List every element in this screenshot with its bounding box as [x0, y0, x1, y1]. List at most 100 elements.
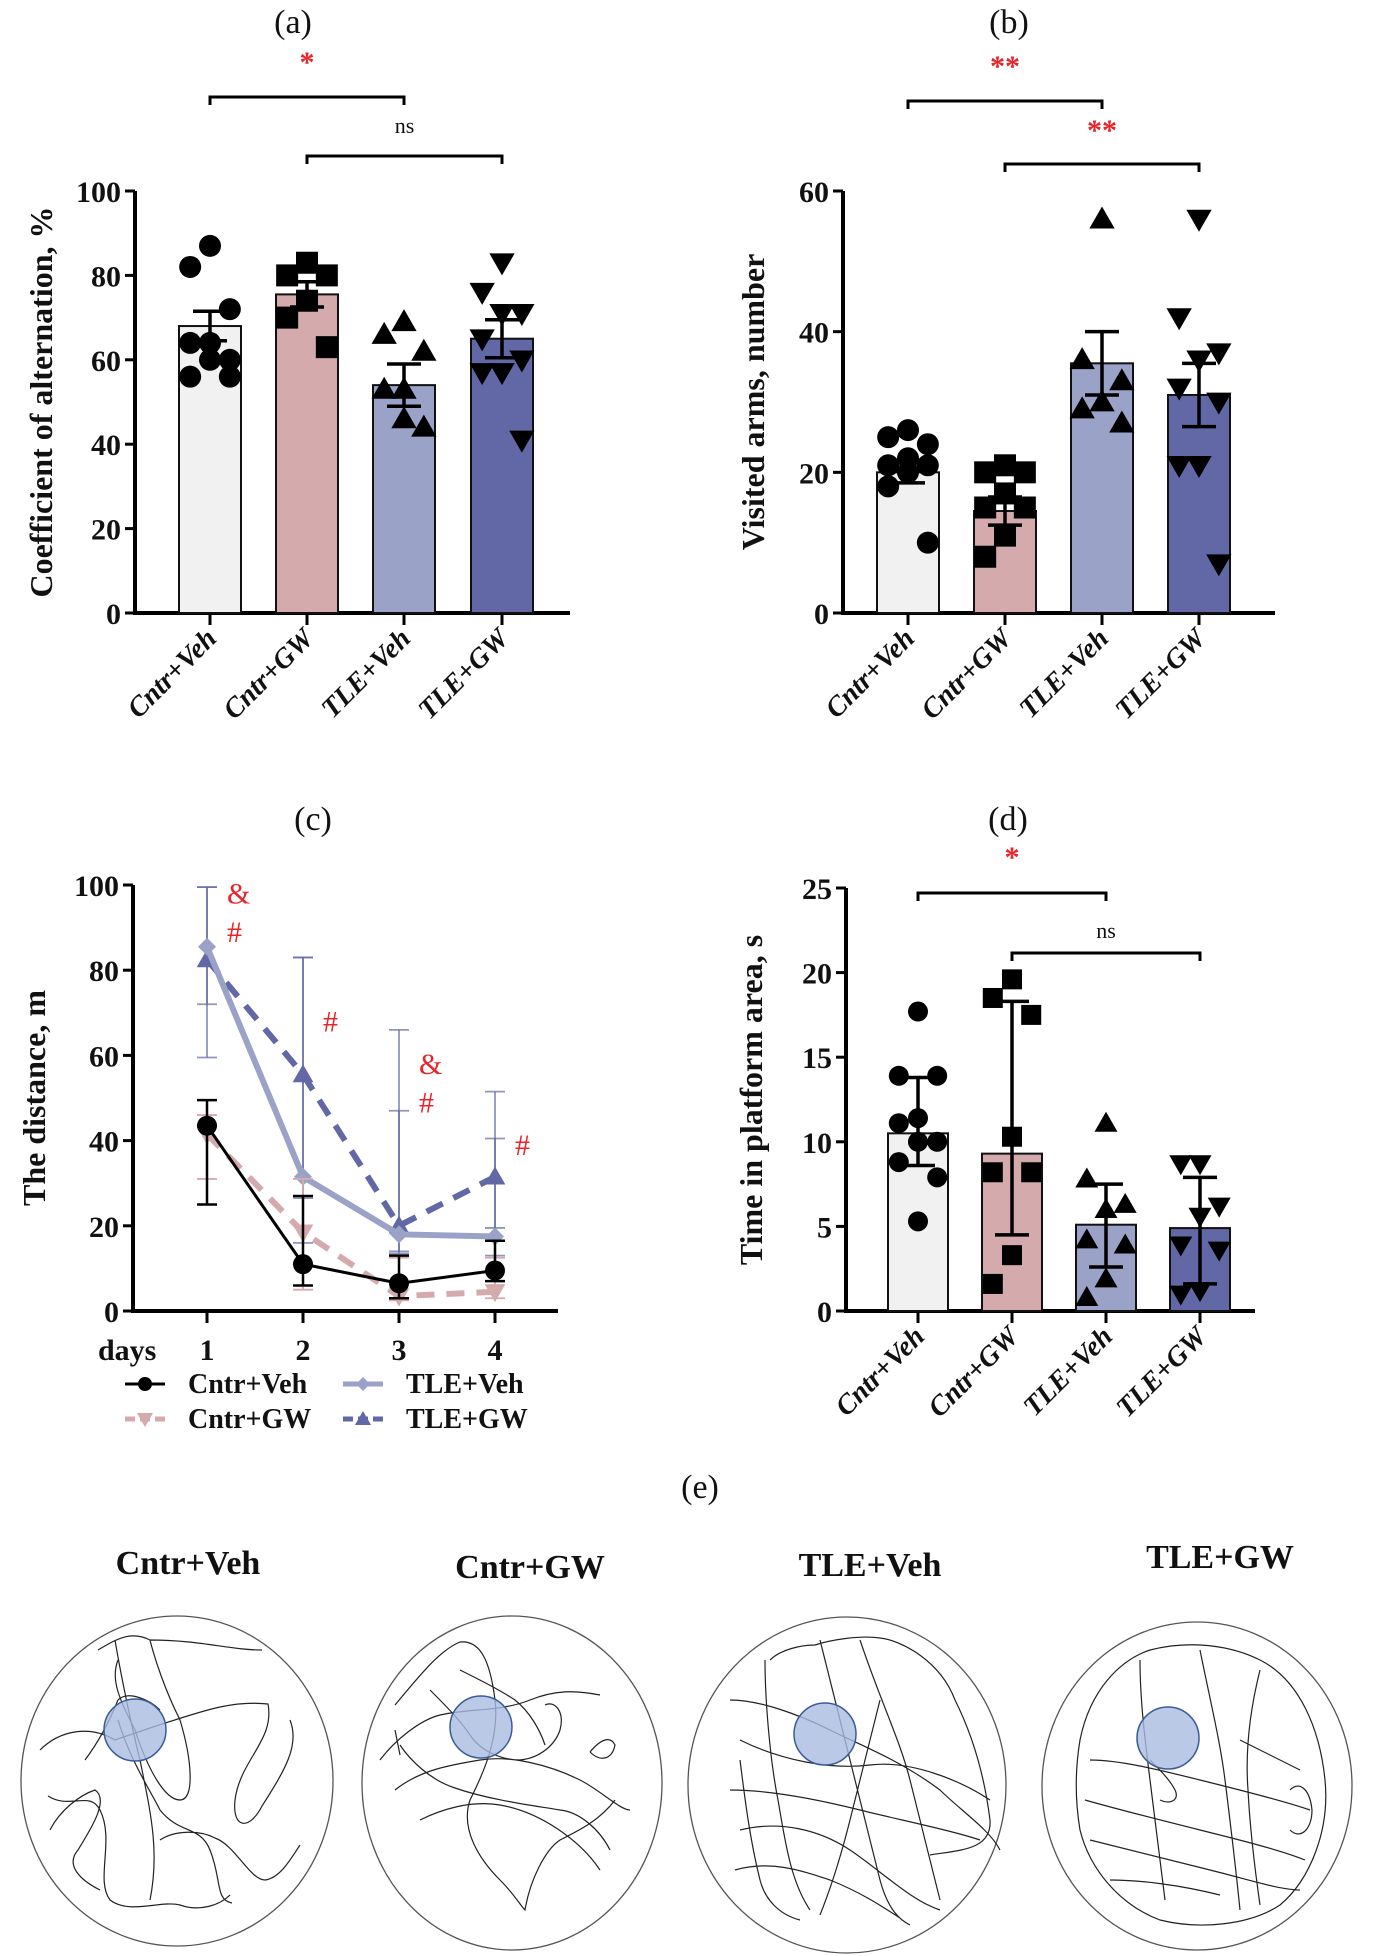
data-point: [199, 348, 221, 371]
significance-label: **: [990, 50, 1020, 83]
data-point: [1021, 1004, 1042, 1025]
data-point: [994, 454, 1016, 477]
data-point: [908, 1001, 928, 1022]
y-tick-label: 0: [106, 598, 121, 631]
series-line: [204, 957, 497, 1230]
significance-label: *: [300, 46, 315, 79]
legend-marker: [138, 1377, 152, 1391]
pool-outline: [1041, 1621, 1353, 1951]
x-tick-label: Cntr+GW: [922, 1320, 1026, 1424]
data-point: [1206, 343, 1232, 366]
annotation-label: &: [419, 1048, 442, 1081]
data-point: [218, 365, 241, 388]
track-label-cntr-gw: Cntr+GW: [455, 1549, 605, 1586]
series-line: [204, 945, 496, 1240]
legend-item: Cntr+Veh: [125, 1369, 308, 1400]
panel-label-e: (e): [681, 1469, 719, 1506]
data-point: [391, 406, 417, 429]
data-point: [994, 482, 1016, 505]
panel-label-c: (c): [294, 801, 332, 838]
data-point: [199, 234, 221, 257]
data-point: [877, 454, 900, 477]
swim-track-panel: Cntr+Veh Cntr+GW TLE+Veh TLE+GW: [20, 1539, 1353, 1954]
y-axis-label-a: Coefficient of alternation, %: [23, 206, 59, 597]
data-point: [1166, 455, 1192, 478]
x-tick-label: 2: [296, 1334, 311, 1367]
data-point: [1169, 1155, 1193, 1176]
data-point: [994, 524, 1016, 547]
legend: Cntr+Veh Cntr+GW TLE+Veh TLE+GW: [125, 1369, 528, 1435]
data-point: [1089, 206, 1115, 229]
data-point: [1002, 1245, 1022, 1266]
y-tick-label: 20: [799, 457, 829, 490]
x-tick-label: Cntr+GW: [217, 622, 321, 726]
data-point: [1109, 368, 1135, 391]
y-tick-label: 100: [76, 176, 121, 209]
data-point: [1113, 1233, 1137, 1254]
data-point: [1188, 1282, 1212, 1303]
data-point: [1186, 350, 1212, 373]
y-tick-label: 20: [91, 514, 121, 547]
y-tick-label: 0: [104, 1296, 119, 1329]
data-point: [1069, 396, 1095, 419]
annotation-label: #: [515, 1129, 530, 1162]
x-tick-label: Cntr+Veh: [820, 623, 921, 724]
series-tle-veh: [197, 886, 505, 1257]
data-point: [1069, 347, 1095, 370]
data-point: [469, 329, 495, 352]
data-point: [974, 545, 997, 568]
data-point: [276, 306, 299, 329]
data-point: [509, 304, 535, 327]
y-tick-label: 20: [89, 1211, 119, 1244]
data-point: [218, 348, 241, 371]
y-axis-label-d: Time in platform area, s: [733, 935, 769, 1265]
x-tick-label: TLE+GW: [412, 622, 516, 726]
data-point: [927, 1065, 948, 1086]
data-point: [1113, 1192, 1137, 1213]
data-point: [1094, 1267, 1118, 1288]
significance-label: **: [1087, 114, 1117, 147]
pool-outline: [687, 1616, 1007, 1954]
series-line: [204, 1132, 496, 1300]
platform-zone: [103, 1698, 167, 1762]
significance-bracket: [1003, 162, 1201, 172]
x-axis-label-c: days: [98, 1334, 156, 1367]
legend-item: TLE+Veh: [343, 1369, 524, 1400]
series-cntr-gw: [196, 1114, 506, 1307]
data-point: [974, 496, 997, 519]
y-axis-label-c: The distance, m: [16, 990, 52, 1206]
data-point: [888, 1152, 909, 1173]
annotation-label: &: [227, 878, 250, 911]
x-tick-label: Cntr+Veh: [122, 623, 223, 724]
series-cntr-veh: [197, 1098, 505, 1300]
y-axis-label-b: Visited arms, number: [735, 254, 771, 551]
data-point: [296, 251, 318, 274]
data-point: [877, 475, 900, 498]
panel-label-a: (a): [274, 4, 312, 41]
y-tick-label: 40: [89, 1126, 119, 1159]
data-point: [218, 298, 241, 321]
x-tick-label: 1: [200, 1334, 215, 1367]
swim-path: [729, 1636, 1001, 1926]
data-point: [485, 1260, 505, 1281]
platform-zone: [1136, 1706, 1200, 1770]
data-point: [1013, 461, 1036, 484]
x-tick-label: 4: [488, 1334, 503, 1367]
x-tick-label: TLE+Veh: [1014, 623, 1115, 724]
swim-path: [39, 1635, 301, 1909]
track-pool-cntr-veh: [20, 1615, 334, 1947]
y-tick-label: 0: [817, 1296, 832, 1329]
data-point: [1169, 1285, 1193, 1306]
data-point: [179, 331, 202, 354]
data-point: [489, 363, 515, 386]
y-tick-label: 100: [74, 870, 119, 903]
data-point: [469, 363, 495, 386]
data-point: [974, 461, 997, 484]
y-tick-label: 60: [89, 1040, 119, 1073]
x-tick-label: TLE+GW: [1109, 622, 1213, 726]
data-point: [877, 426, 900, 449]
data-point: [916, 454, 939, 477]
panel-label-b: (b): [989, 4, 1029, 41]
data-point: [1186, 209, 1212, 232]
legend-label: Cntr+GW: [188, 1404, 311, 1435]
